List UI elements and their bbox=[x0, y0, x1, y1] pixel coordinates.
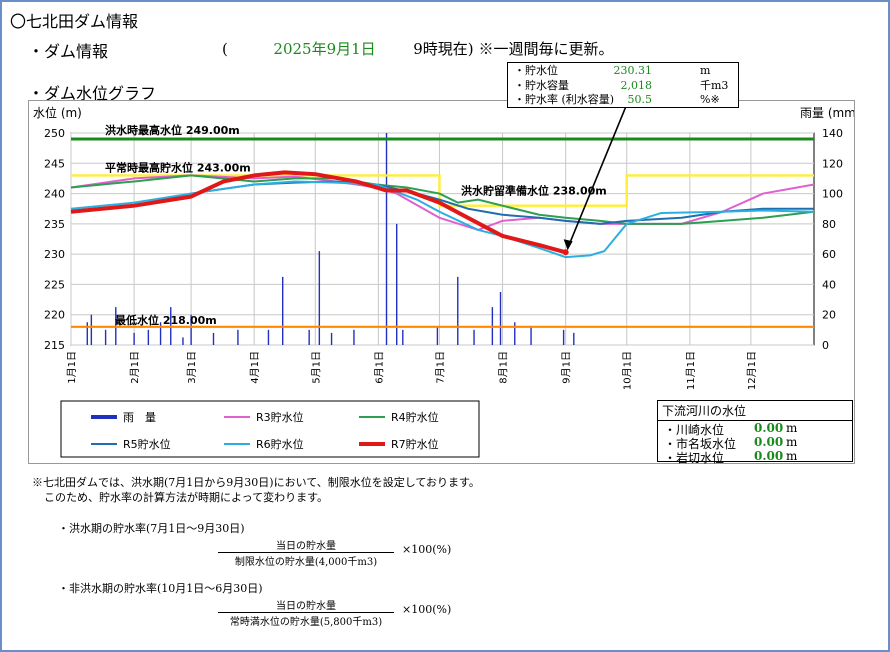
formula2-denominator: 常時満水位の貯水量(5,800千m3) bbox=[218, 612, 394, 628]
formula2-numerator: 当日の貯水量 bbox=[276, 601, 336, 612]
current-date: 2025年9月1日 bbox=[273, 40, 376, 58]
info-row-rate: ・貯水率 (利水容量) 50.5 %※ bbox=[512, 93, 734, 108]
x-tick-label: 2月1日 bbox=[129, 351, 141, 384]
downstream-level-box: 下流河川の水位 ・川崎水位 0.00 m ・市名坂水位 0.00 m ・岩切水位 0.00… bbox=[657, 400, 853, 465]
series-line-R7貯水位 bbox=[70, 170, 567, 255]
y-tick-label: 250 bbox=[44, 127, 65, 140]
legend-label: 雨 量 bbox=[123, 411, 156, 424]
info-unit: %※ bbox=[700, 93, 720, 106]
pointer-arrow bbox=[566, 98, 630, 249]
formula2-title: ・非洪水期の貯水率(10月1日～6月30日) bbox=[58, 582, 263, 595]
info-label: ・貯水位 bbox=[514, 64, 558, 77]
y2-tick-label: 40 bbox=[822, 278, 836, 291]
dam-info-heading: ・ダム情報 bbox=[28, 42, 109, 61]
info-value: 50.5 bbox=[627, 93, 653, 106]
legend-label: R5貯水位 bbox=[123, 437, 171, 451]
info-label: ・貯水容量 bbox=[514, 78, 569, 92]
y2-tick-label: 140 bbox=[822, 127, 843, 140]
pointer-arrow-head bbox=[563, 239, 573, 251]
y2-tick-label: 80 bbox=[822, 218, 836, 231]
legend-label: R4貯水位 bbox=[391, 410, 439, 424]
chart-area: 215 220 225 230 235 240 245 250 0 20 40 60 80 100 120 1… bbox=[28, 98, 861, 464]
x-tick-label: 7月1日 bbox=[434, 351, 446, 384]
x-tick-label: 1月1日 bbox=[66, 351, 78, 384]
downstream-value: 0.00 bbox=[754, 449, 784, 463]
ref-line-limit bbox=[71, 174, 814, 207]
ref-label-normal-max: 平常時最高貯水位 243.00m bbox=[105, 160, 251, 174]
downstream-label: ・市名坂水位 bbox=[664, 437, 737, 451]
info-value: 230.31 bbox=[613, 64, 653, 77]
x-tick-label: 6月1日 bbox=[373, 351, 385, 384]
legend-label: R6貯水位 bbox=[256, 437, 304, 451]
x-tick-label: 4月1日 bbox=[249, 351, 261, 384]
info-unit: m bbox=[700, 64, 711, 77]
formula2-multiplier: ×100(%) bbox=[402, 603, 452, 616]
current-level-marker bbox=[562, 249, 569, 256]
x-tick-label: 5月1日 bbox=[310, 351, 322, 384]
downstream-unit: m bbox=[786, 449, 798, 463]
date-open: ( bbox=[222, 40, 228, 58]
info-value: 2,018 bbox=[620, 78, 653, 92]
y-tick-label: 220 bbox=[44, 309, 65, 322]
x-tick-label: 9月1日 bbox=[561, 351, 573, 384]
downstream-row: ・市名坂水位 0.00 m bbox=[658, 435, 852, 451]
downstream-header: 下流河川の水位 bbox=[658, 401, 852, 421]
y-tick-label: 240 bbox=[44, 188, 65, 201]
y2-axis-label: 雨量 (mm) bbox=[800, 106, 854, 120]
y-axis-label: 水位 (m) bbox=[33, 105, 82, 120]
date-line: ( 2025年9月1日 9時現在) ※一週間毎に更新。 bbox=[222, 38, 613, 59]
note-flood-season: ※七北田ダムでは、洪水期(7月1日から9月30日)において、制限水位を設定してお… bbox=[32, 476, 480, 489]
update-note: ※一週間毎に更新。 bbox=[478, 40, 614, 58]
y-tick-label: 230 bbox=[44, 248, 65, 261]
downstream-row: ・川崎水位 0.00 m bbox=[658, 421, 852, 437]
ref-label-min: 最低水位 218.00m bbox=[115, 313, 217, 327]
formula2-fraction: 当日の貯水量 常時満水位の貯水量(5,800千m3) bbox=[218, 597, 394, 628]
y2-tick-label: 60 bbox=[822, 248, 836, 261]
x-tick-label: 11月1日 bbox=[685, 351, 697, 390]
x-tick-label: 12月1日 bbox=[746, 351, 758, 390]
series-line-R6貯水位 bbox=[70, 180, 815, 259]
x-tick-label: 10月1日 bbox=[622, 351, 634, 390]
ref-label-flood-max: 洪水時最高水位 249.00m bbox=[105, 123, 240, 137]
x-tick-label: 3月1日 bbox=[186, 351, 198, 384]
downstream-unit: m bbox=[786, 421, 798, 435]
current-time: 9時現在) bbox=[413, 40, 474, 58]
graph-heading: ・ダム水位グラフ bbox=[28, 84, 157, 103]
note-calc-method: このため、貯水率の計算方法が時期によって変わります。 bbox=[44, 491, 329, 504]
page-title: 〇七北田ダム情報 bbox=[10, 12, 139, 31]
info-label: ・貯水率 (利水容量) bbox=[514, 93, 615, 106]
legend-label: R7貯水位 bbox=[391, 437, 439, 451]
downstream-label: ・川崎水位 bbox=[664, 423, 725, 437]
info-row-level: ・貯水位 230.31 m bbox=[512, 64, 734, 79]
water-level-chart: 215 220 225 230 235 240 245 250 0 20 40 60 80 100 120 1… bbox=[33, 98, 861, 458]
y2-tick-label: 120 bbox=[822, 157, 843, 170]
downstream-row: ・岩切水位 0.00 m bbox=[658, 449, 852, 465]
downstream-value: 0.00 bbox=[754, 435, 784, 449]
downstream-label: ・岩切水位 bbox=[664, 451, 725, 465]
formula1-denominator: 制限水位の貯水量(4,000千m3) bbox=[218, 552, 394, 568]
info-unit: 千m3 bbox=[700, 78, 729, 92]
formula1-fraction: 当日の貯水量 制限水位の貯水量(4,000千m3) bbox=[218, 537, 394, 568]
formula1-multiplier: ×100(%) bbox=[402, 543, 452, 556]
y2-tick-label: 0 bbox=[822, 339, 829, 352]
legend-box bbox=[60, 400, 480, 458]
y-tick-label: 235 bbox=[44, 218, 65, 231]
y-tick-label: 225 bbox=[44, 278, 65, 291]
info-row-volume: ・貯水容量 2,018 千m3 bbox=[512, 79, 734, 94]
formula1-numerator: 当日の貯水量 bbox=[276, 541, 336, 552]
downstream-value: 0.00 bbox=[754, 421, 784, 435]
ref-label-standby: 洪水貯留準備水位 238.00m bbox=[461, 184, 607, 198]
y-tick-label: 215 bbox=[44, 339, 65, 352]
formula1-title: ・洪水期の貯水率(7月1日～9月30日) bbox=[58, 522, 245, 535]
x-tick-label: 8月1日 bbox=[498, 351, 510, 384]
storage-info-box: ・貯水位 230.31 m ・貯水容量 2,018 千m3 ・貯水率 (利水容量… bbox=[507, 62, 739, 108]
legend-label: R3貯水位 bbox=[256, 410, 304, 424]
y2-tick-label: 100 bbox=[822, 188, 843, 201]
y-tick-label: 245 bbox=[44, 157, 65, 170]
y2-tick-label: 20 bbox=[822, 309, 836, 322]
series-line-R4貯水位 bbox=[70, 174, 815, 225]
downstream-unit: m bbox=[786, 435, 798, 449]
